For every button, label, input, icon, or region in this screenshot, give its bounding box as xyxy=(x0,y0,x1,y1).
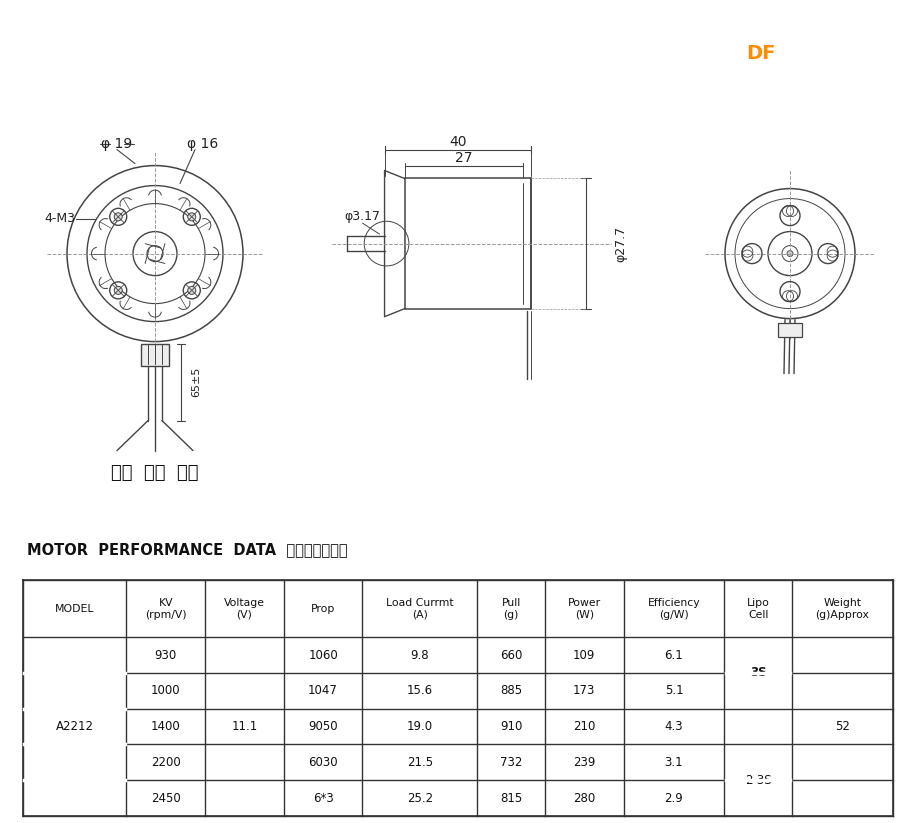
Circle shape xyxy=(114,213,122,221)
Text: 6*3: 6*3 xyxy=(313,792,333,805)
Text: KV
(rpm/V): KV (rpm/V) xyxy=(145,598,187,620)
Text: 660: 660 xyxy=(500,649,522,662)
Text: 210: 210 xyxy=(573,720,595,733)
Text: 910: 910 xyxy=(500,720,522,733)
Text: 9.8: 9.8 xyxy=(410,649,429,662)
Text: 280: 280 xyxy=(573,792,595,805)
Text: MOTOR  PERFORMANCE  DATA  （性能参数）：: MOTOR PERFORMANCE DATA （性能参数）： xyxy=(27,542,348,557)
Circle shape xyxy=(188,213,196,221)
Text: 19.0: 19.0 xyxy=(407,720,433,733)
Text: 6.1: 6.1 xyxy=(665,649,683,662)
Text: 2-3S: 2-3S xyxy=(745,774,771,787)
Text: φ 16: φ 16 xyxy=(188,137,218,151)
Text: 1060: 1060 xyxy=(308,649,338,662)
Text: 25.2: 25.2 xyxy=(407,792,433,805)
Text: Weight
(g)Approx: Weight (g)Approx xyxy=(815,598,869,620)
Text: 40: 40 xyxy=(449,136,467,150)
Text: 173: 173 xyxy=(573,685,595,697)
Bar xyxy=(141,343,169,365)
Text: 9050: 9050 xyxy=(308,720,338,733)
Text: 2450: 2450 xyxy=(150,792,180,805)
Text: 2200: 2200 xyxy=(150,756,180,769)
Text: 885: 885 xyxy=(500,685,522,697)
Text: 732: 732 xyxy=(500,756,522,769)
Bar xyxy=(778,323,802,337)
Text: MODEL: MODEL xyxy=(54,604,94,614)
Bar xyxy=(405,179,532,309)
Text: 15.6: 15.6 xyxy=(407,685,433,697)
Text: Efficiency
(g/W): Efficiency (g/W) xyxy=(648,598,700,620)
Text: 52: 52 xyxy=(834,720,850,733)
Text: Power
(W): Power (W) xyxy=(568,598,601,620)
Text: Load Currmt
(A): Load Currmt (A) xyxy=(386,598,454,620)
Text: 11.1: 11.1 xyxy=(231,720,257,733)
Text: 109: 109 xyxy=(573,649,595,662)
Text: A2212: A2212 xyxy=(55,720,93,733)
Text: φ27.7: φ27.7 xyxy=(614,226,628,262)
Text: 3S: 3S xyxy=(750,667,766,680)
Text: φ3.17: φ3.17 xyxy=(344,210,381,223)
Text: 5.1: 5.1 xyxy=(665,685,683,697)
Text: 4-M3: 4-M3 xyxy=(44,212,75,225)
Text: 239: 239 xyxy=(573,756,595,769)
Text: 1000: 1000 xyxy=(151,685,180,697)
Text: 3.1: 3.1 xyxy=(665,756,683,769)
Text: 4.3: 4.3 xyxy=(665,720,683,733)
Text: 黒色  黄色  红色: 黒色 黄色 红色 xyxy=(111,463,198,481)
Circle shape xyxy=(787,250,793,257)
Text: DF: DF xyxy=(747,44,776,63)
Text: 65±5: 65±5 xyxy=(191,367,201,398)
Text: Pull
(g): Pull (g) xyxy=(501,598,521,620)
Text: 1400: 1400 xyxy=(150,720,180,733)
Text: 2.9: 2.9 xyxy=(665,792,683,805)
Text: Lipo
Cell: Lipo Cell xyxy=(747,598,769,620)
Circle shape xyxy=(114,286,122,295)
Text: φ 19: φ 19 xyxy=(101,137,132,151)
Text: 6030: 6030 xyxy=(308,756,338,769)
Text: 21.5: 21.5 xyxy=(407,756,433,769)
Circle shape xyxy=(188,286,196,295)
Text: 1047: 1047 xyxy=(308,685,338,697)
Text: 815: 815 xyxy=(500,792,522,805)
Text: Voltage
(V): Voltage (V) xyxy=(224,598,265,620)
Text: 27: 27 xyxy=(455,151,473,165)
Text: 930: 930 xyxy=(155,649,177,662)
Text: Prop: Prop xyxy=(311,604,335,614)
